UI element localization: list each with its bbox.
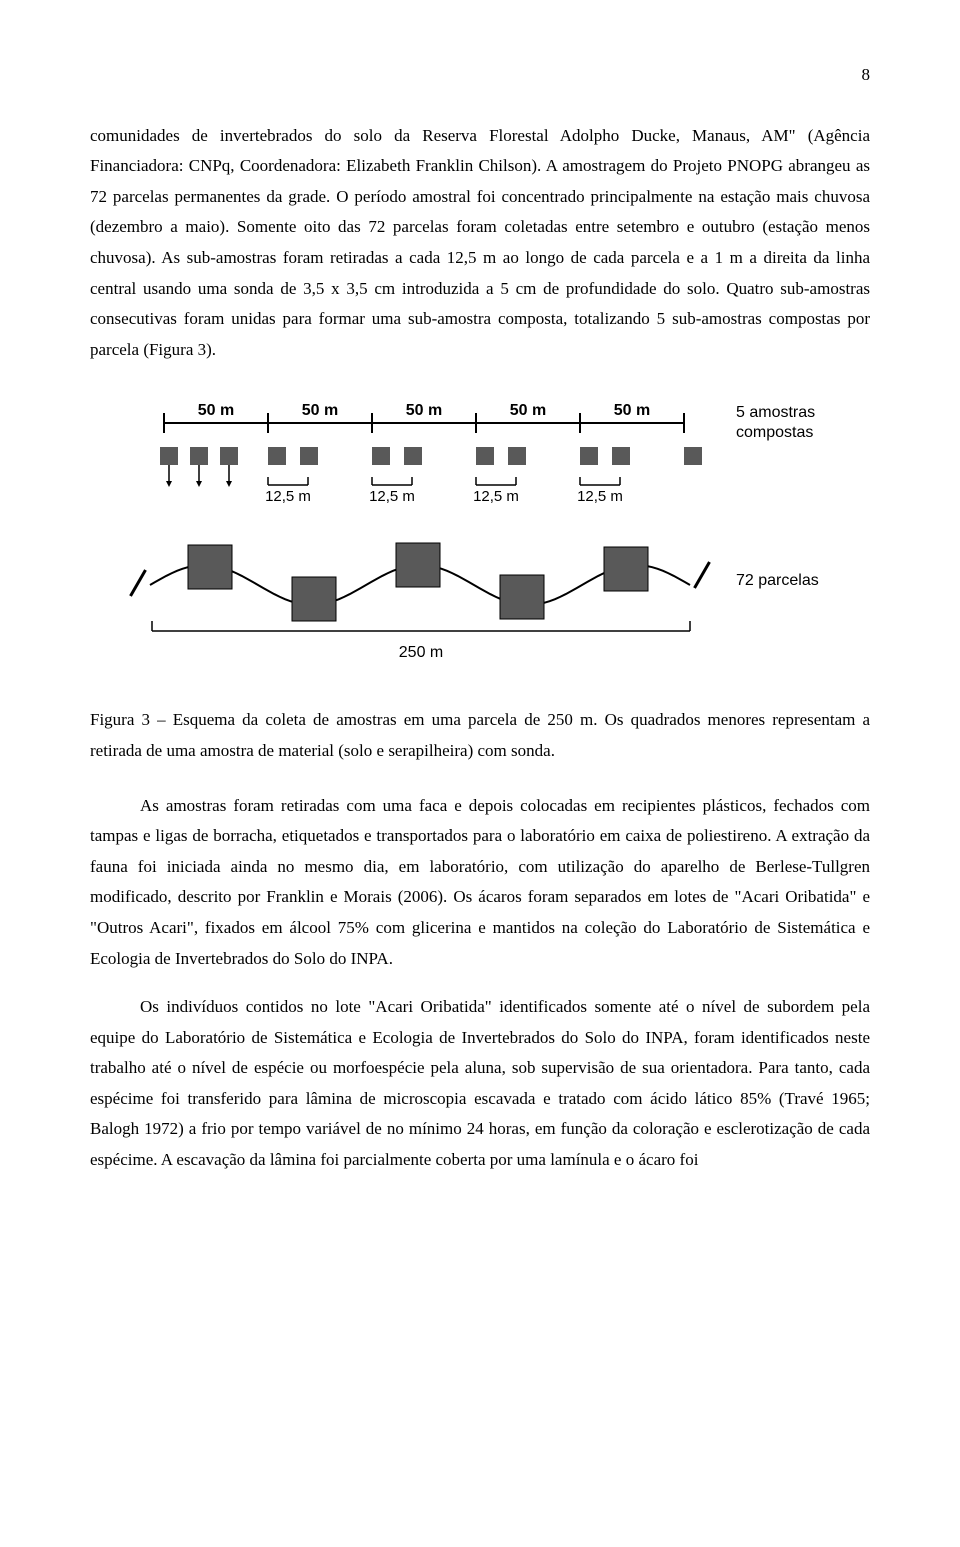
figure-3-caption: Figura 3 – Esquema da coleta de amostras… [90, 705, 870, 766]
page-number: 8 [90, 60, 870, 91]
svg-text:250 m: 250 m [399, 644, 443, 661]
paragraph-1: comunidades de invertebrados do solo da … [90, 121, 870, 366]
svg-text:compostas: compostas [736, 424, 813, 441]
svg-text:50 m: 50 m [302, 402, 338, 419]
paragraph-3: Os indivíduos contidos no lote "Acari Or… [90, 992, 870, 1176]
svg-text:12,5 m: 12,5 m [265, 488, 311, 505]
svg-text:72 parcelas: 72 parcelas [736, 572, 819, 589]
figure-3: 50 m 50 m 50 m 50 m 50 m 5 amostras compostas 1… [90, 395, 870, 675]
svg-text:5 amostras: 5 amostras [736, 404, 815, 421]
svg-text:12,5 m: 12,5 m [369, 488, 415, 505]
svg-text:50 m: 50 m [406, 402, 442, 419]
svg-text:12,5 m: 12,5 m [473, 488, 519, 505]
svg-text:50 m: 50 m [198, 402, 234, 419]
paragraph-2: As amostras foram retiradas com uma faca… [90, 791, 870, 975]
svg-text:50 m: 50 m [614, 402, 650, 419]
svg-text:50 m: 50 m [510, 402, 546, 419]
svg-text:12,5 m: 12,5 m [577, 488, 623, 505]
